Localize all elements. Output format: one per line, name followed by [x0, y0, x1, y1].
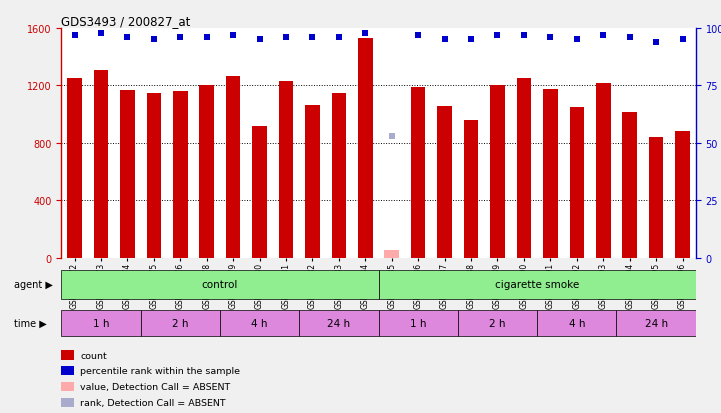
Bar [379, 310, 458, 336]
Bar [649, 138, 663, 258]
Text: cigarette smoke: cigarette smoke [495, 280, 579, 290]
Bar [490, 86, 505, 258]
Bar [676, 132, 690, 258]
Bar [464, 121, 478, 258]
Bar [438, 106, 452, 258]
Bar [226, 77, 240, 258]
Text: value, Detection Call = ABSENT: value, Detection Call = ABSENT [80, 382, 230, 391]
Text: control: control [202, 280, 238, 290]
Text: 2 h: 2 h [490, 318, 505, 328]
Text: time ▶: time ▶ [14, 318, 47, 328]
Text: 1 h: 1 h [93, 318, 109, 328]
Bar [67, 78, 81, 258]
Bar [279, 82, 293, 258]
Bar [384, 250, 399, 258]
Bar [458, 310, 537, 336]
Bar [622, 113, 637, 258]
Bar [570, 108, 584, 258]
Text: 4 h: 4 h [252, 318, 267, 328]
Bar [411, 88, 425, 258]
Bar [120, 90, 135, 258]
Bar [537, 310, 616, 336]
Bar [61, 310, 141, 336]
Bar [299, 310, 379, 336]
Bar [517, 78, 531, 258]
Text: 4 h: 4 h [569, 318, 585, 328]
Bar [61, 271, 379, 299]
Text: 24 h: 24 h [327, 318, 350, 328]
Bar [146, 94, 161, 258]
Text: GDS3493 / 200827_at: GDS3493 / 200827_at [61, 15, 190, 28]
Bar [616, 310, 696, 336]
Text: agent ▶: agent ▶ [14, 280, 53, 290]
Bar [543, 90, 557, 258]
Bar [305, 106, 319, 258]
Bar [220, 310, 299, 336]
Bar [141, 310, 220, 336]
Bar [358, 39, 373, 258]
Bar [332, 93, 346, 258]
Text: rank, Detection Call = ABSENT: rank, Detection Call = ABSENT [80, 398, 226, 407]
Bar [596, 84, 611, 258]
Bar [252, 126, 267, 258]
Text: 2 h: 2 h [172, 318, 188, 328]
Text: 24 h: 24 h [645, 318, 668, 328]
Text: 1 h: 1 h [410, 318, 426, 328]
Bar [173, 92, 187, 258]
Text: count: count [80, 351, 107, 360]
Bar [379, 271, 696, 299]
Bar [200, 86, 214, 258]
Bar [94, 71, 108, 258]
Text: percentile rank within the sample: percentile rank within the sample [80, 366, 240, 375]
